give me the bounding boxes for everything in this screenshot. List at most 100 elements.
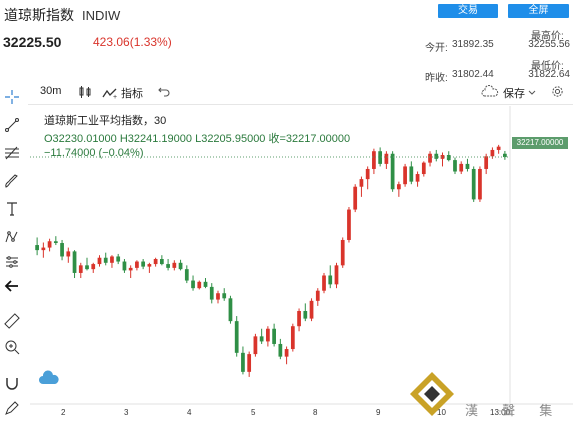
brand-watermark-text: 漢 聲 集 團 [465, 404, 563, 419]
chart-legend-title: 道琼斯工业平均指数，30 [44, 115, 167, 127]
indicators-label: 指标 [121, 88, 143, 100]
trend-line-tool[interactable] [2, 115, 22, 135]
candle-body [197, 281, 202, 289]
indicators-button[interactable]: + 指标 [102, 85, 143, 101]
arrow-left-icon [4, 280, 18, 292]
chart-type-button[interactable] [78, 85, 95, 99]
crosshair-tool[interactable] [2, 87, 22, 107]
instrument-code: INDIW [82, 8, 121, 23]
candle-body [259, 336, 264, 342]
ruler-icon [4, 313, 20, 329]
settings-button[interactable] [551, 85, 567, 98]
candle-body [303, 310, 308, 319]
low-label: 最低价: [531, 61, 564, 72]
undo-button[interactable] [158, 85, 173, 97]
candle-body [409, 166, 414, 182]
x-tick: 9 [376, 408, 381, 417]
ruler-tool[interactable] [2, 311, 22, 331]
drawing-toolbar [0, 82, 28, 422]
candle-body [209, 286, 214, 300]
candle-body [297, 310, 301, 327]
save-label: 保存 [503, 88, 525, 100]
candle-body [503, 153, 507, 158]
fullscreen-button[interactable]: 全屏 [508, 4, 569, 18]
candle-body [390, 153, 395, 190]
candle-body [153, 259, 158, 265]
chart-toolbar: 30m + 指标 保存 [28, 82, 573, 102]
zoom-in-icon [5, 340, 20, 355]
candle-body [272, 328, 276, 344]
high-label: 最高价: [531, 31, 564, 42]
price-change: 423.06(1.33%) [93, 35, 172, 49]
candle-body [328, 275, 333, 285]
candle-body [266, 328, 270, 342]
zoom-tool[interactable] [2, 337, 22, 357]
x-tick: 4 [187, 408, 192, 417]
fib-tool[interactable] [2, 143, 22, 163]
pattern-tool[interactable] [2, 227, 22, 247]
chart-legend-ohlc: O32230.01000 H32241.19000 L32205.95000 收… [44, 133, 351, 145]
gear-icon [552, 86, 563, 97]
measure-tool[interactable] [2, 252, 22, 272]
x-tick: 5 [251, 408, 256, 417]
instrument-header: 道琼斯指数 INDIW [4, 5, 120, 25]
fib-icon [5, 146, 19, 160]
interval-selector[interactable]: 30m [40, 85, 61, 97]
brush-tool[interactable] [2, 171, 22, 191]
candle-body [359, 179, 364, 187]
candle-body [440, 155, 445, 159]
candle-body [372, 151, 376, 169]
candle-body [490, 149, 495, 157]
pattern-icon [5, 231, 18, 243]
candle-body [228, 298, 233, 322]
candle-body [434, 153, 439, 159]
candle-body [141, 261, 146, 267]
candle-body [347, 209, 351, 240]
x-tick: 8 [313, 408, 318, 417]
x-tick: 10 [437, 408, 446, 417]
text-tool[interactable] [2, 199, 22, 219]
candle-body [353, 186, 358, 210]
candle-body [184, 269, 189, 281]
candle-body [159, 259, 164, 265]
candle-body [216, 293, 220, 300]
pencil-lock-icon [5, 401, 19, 415]
svg-text:+: + [113, 94, 117, 99]
low-value: 31822.64 [528, 69, 570, 80]
x-tick: 13:00 [490, 408, 511, 417]
candle-body [453, 160, 457, 172]
candle-body [471, 168, 476, 200]
candle-body [421, 162, 426, 175]
x-tick: 3 [124, 408, 129, 417]
measure-icon [6, 256, 18, 268]
open-value: 31892.35 [452, 39, 494, 50]
candle-body [78, 265, 83, 273]
save-button[interactable]: 保存 [503, 85, 539, 101]
back-tool[interactable] [2, 276, 22, 296]
candle-body [278, 343, 283, 357]
candle-body [222, 293, 227, 299]
candle-body [415, 174, 420, 182]
candle-body [91, 264, 96, 270]
magnet-tool[interactable] [2, 373, 22, 393]
candle-body [309, 300, 314, 319]
toolbar-divider [28, 104, 573, 105]
lock-draw-tool[interactable] [2, 398, 22, 418]
candle-body [66, 251, 71, 257]
brush-icon [5, 174, 18, 188]
candle-body [465, 163, 470, 169]
cloud-save-button[interactable] [481, 85, 502, 97]
candle-body [35, 245, 39, 251]
candle-body [166, 264, 170, 268]
candle-body [290, 326, 295, 350]
candle-body [147, 264, 152, 267]
candle-body [446, 155, 451, 161]
tradingview-cloud-icon[interactable] [38, 370, 60, 386]
price-chart[interactable] [30, 106, 573, 422]
candle-body [253, 336, 258, 355]
x-tick: 2 [61, 408, 66, 417]
candle-body [85, 265, 89, 270]
last-price-tag: 32217.00000 [512, 137, 568, 149]
candle-body [322, 275, 326, 291]
trade-button[interactable]: 交易 [438, 4, 498, 18]
